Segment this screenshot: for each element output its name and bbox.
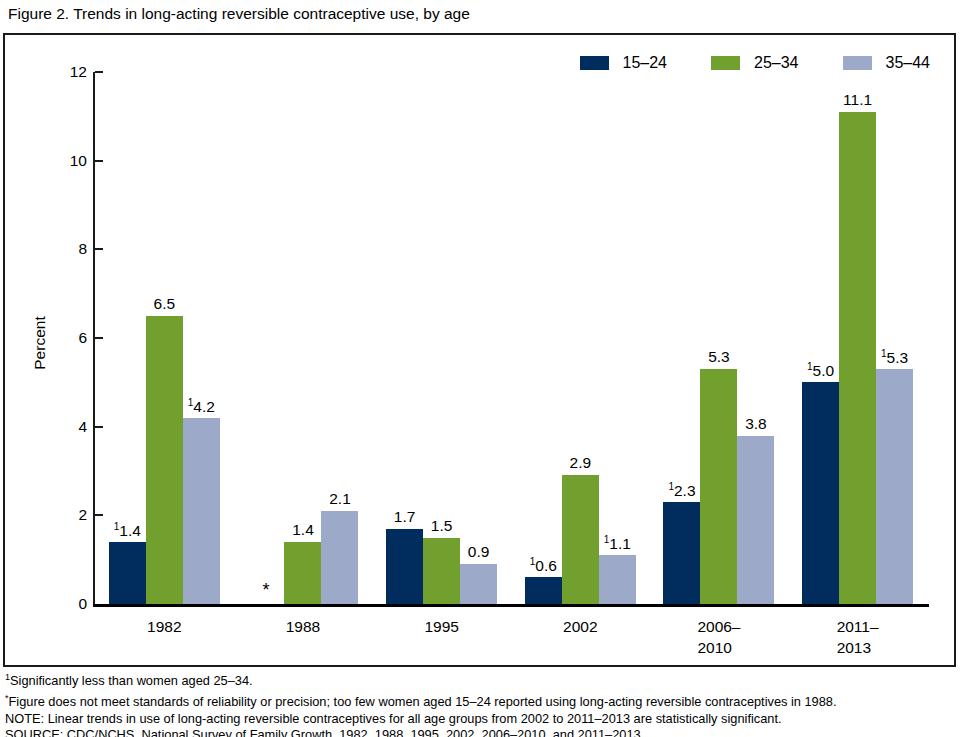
x-tick-label: 2002 [525,616,636,658]
bar-value-label: 2.1 [329,490,351,508]
bar: 10.6 [525,577,562,604]
bar: 11.1 [839,112,876,604]
bar: 6.5 [146,316,183,604]
bar-value-label: 14.2 [188,397,215,416]
legend-item: 15–24 [580,54,668,72]
legend-label: 25–34 [754,54,799,72]
figure-title: Figure 2. Trends in long-acting reversib… [8,5,470,23]
y-tick-label: 2 [25,505,87,525]
x-tick-label: 2011–2013 [802,616,913,658]
footnote-source-text: SOURCE: CDC/NCHS, National Survey of Fam… [5,727,644,737]
bar: 2.1 [321,511,358,604]
footnote-1-text: Significantly less than women aged 25–34… [10,673,253,688]
y-tick-label: 10 [25,151,87,171]
bar: 14.2 [183,418,220,604]
bar-value-label: 1.5 [431,517,453,535]
bar-value-label: 5.3 [708,348,730,366]
bar-value-label: 10.6 [530,556,557,575]
bar-value-label: 15.3 [881,348,908,367]
bar-group: 15.011.115.3 [802,72,913,604]
y-tick-label: 8 [25,239,87,259]
y-tick-label: 4 [25,417,87,437]
plot-area: 11.46.514.2*1.42.11.71.50.910.62.911.112… [95,72,927,604]
bar-value-label: 2.9 [570,454,592,472]
legend-item: 35–44 [843,54,931,72]
bar-value-label: 15.0 [807,361,834,380]
legend-label: 35–44 [886,54,931,72]
y-tick-label: 12 [25,62,87,82]
bar-value-label: 11.1 [604,534,631,553]
bar-value-label: 11.1 [843,91,872,109]
legend-item: 25–34 [711,54,799,72]
legend: 15–24 25–34 35–44 [580,54,931,72]
figure: Figure 2. Trends in long-acting reversib… [0,0,960,737]
bar-value-label: 1.4 [292,521,314,539]
legend-swatch [843,56,872,70]
bar-value-label: 0.9 [468,543,490,561]
legend-swatch [711,56,740,70]
bar-group: 1.71.50.9 [386,72,497,604]
footnote-source: SOURCE: CDC/NCHS, National Survey of Fam… [5,727,837,737]
x-tick-label: 1988 [247,616,358,658]
bar-group: 11.46.514.2 [109,72,220,604]
bar: 11.4 [109,542,146,604]
footnote-2-text: Figure does not meet standards of reliab… [9,694,837,709]
bar: 15.3 [876,369,913,604]
legend-label: 15–24 [623,54,668,72]
y-tick-label: 0 [25,594,87,614]
bar: 1.5 [423,538,460,605]
bar: 1.4 [284,542,321,604]
bar-value-label: 6.5 [154,295,176,313]
footnote-2: *Figure does not meet standards of relia… [5,690,837,711]
bar-value-label: 12.3 [668,481,695,500]
bar-value-label: 1.7 [394,508,416,526]
footnote-note-text: NOTE: Linear trends in use of long-actin… [5,711,782,726]
bar: 1.7 [386,529,423,604]
footnote-note: NOTE: Linear trends in use of long-actin… [5,711,837,728]
bar: 3.8 [737,436,774,604]
bar: 0.9 [460,564,497,604]
bar: 11.1 [599,555,636,604]
bar-value-label: 3.8 [745,415,767,433]
bar-group: *1.42.1 [247,72,358,604]
x-tick-label: 2006–2010 [663,616,774,658]
bar-group: 10.62.911.1 [525,72,636,604]
bar: 12.3 [663,502,700,604]
footnotes: 1Significantly less than women aged 25–3… [5,669,837,737]
x-tick-label: 1982 [109,616,220,658]
bar: 2.9 [562,475,599,604]
bar: 5.3 [700,369,737,604]
bar: 15.0 [802,382,839,604]
bar-groups: 11.46.514.2*1.42.11.71.50.910.62.911.112… [95,72,927,604]
bar-group: 12.35.33.8 [663,72,774,604]
bar-value-label: 11.4 [114,521,141,540]
chart-frame: 15–2425–3435–44 Percent 024681012 11.46.… [3,33,956,667]
y-tick-label: 6 [25,328,87,348]
legend-swatch [580,56,609,70]
x-axis-line [93,604,929,607]
x-axis-labels: 1982 1988 1995 2002 2006–2010 2011–2013 [95,616,927,658]
footnote-1: 1Significantly less than women aged 25–3… [5,669,837,690]
x-tick-label: 1995 [386,616,497,658]
missing-data-asterisk: * [262,580,269,601]
